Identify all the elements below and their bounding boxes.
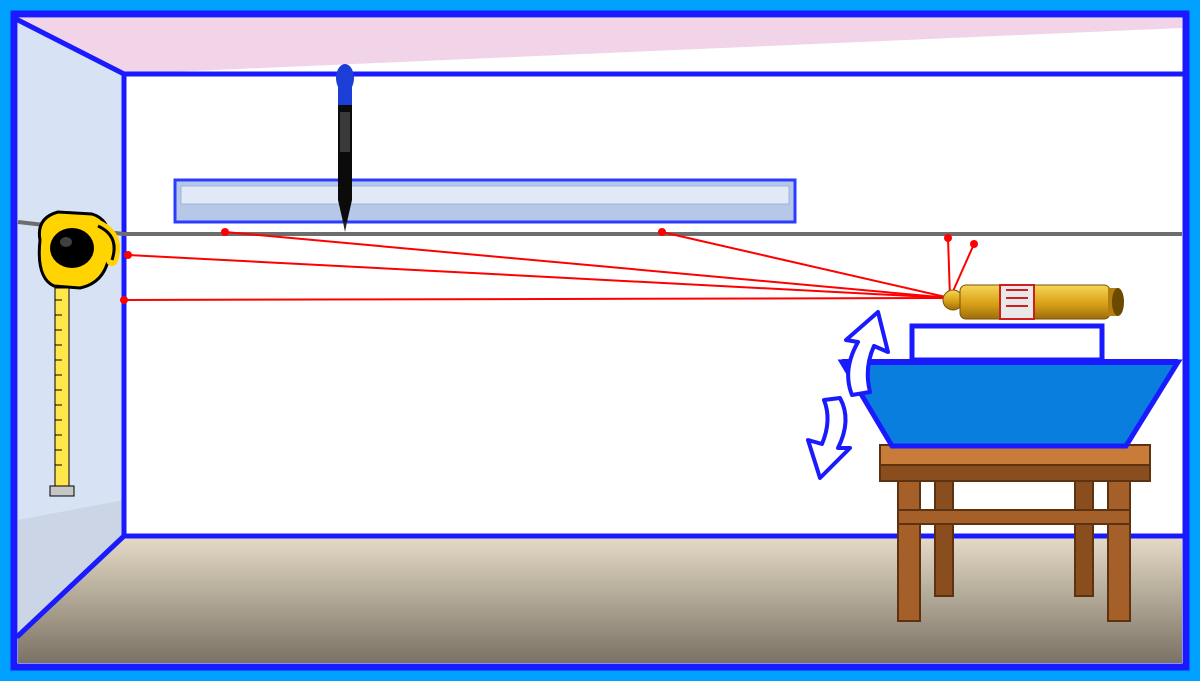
straightedge-ruler [175,180,795,222]
diagram-canvas [0,0,1200,681]
laser-pointer [943,285,1124,319]
floor [18,536,1182,663]
